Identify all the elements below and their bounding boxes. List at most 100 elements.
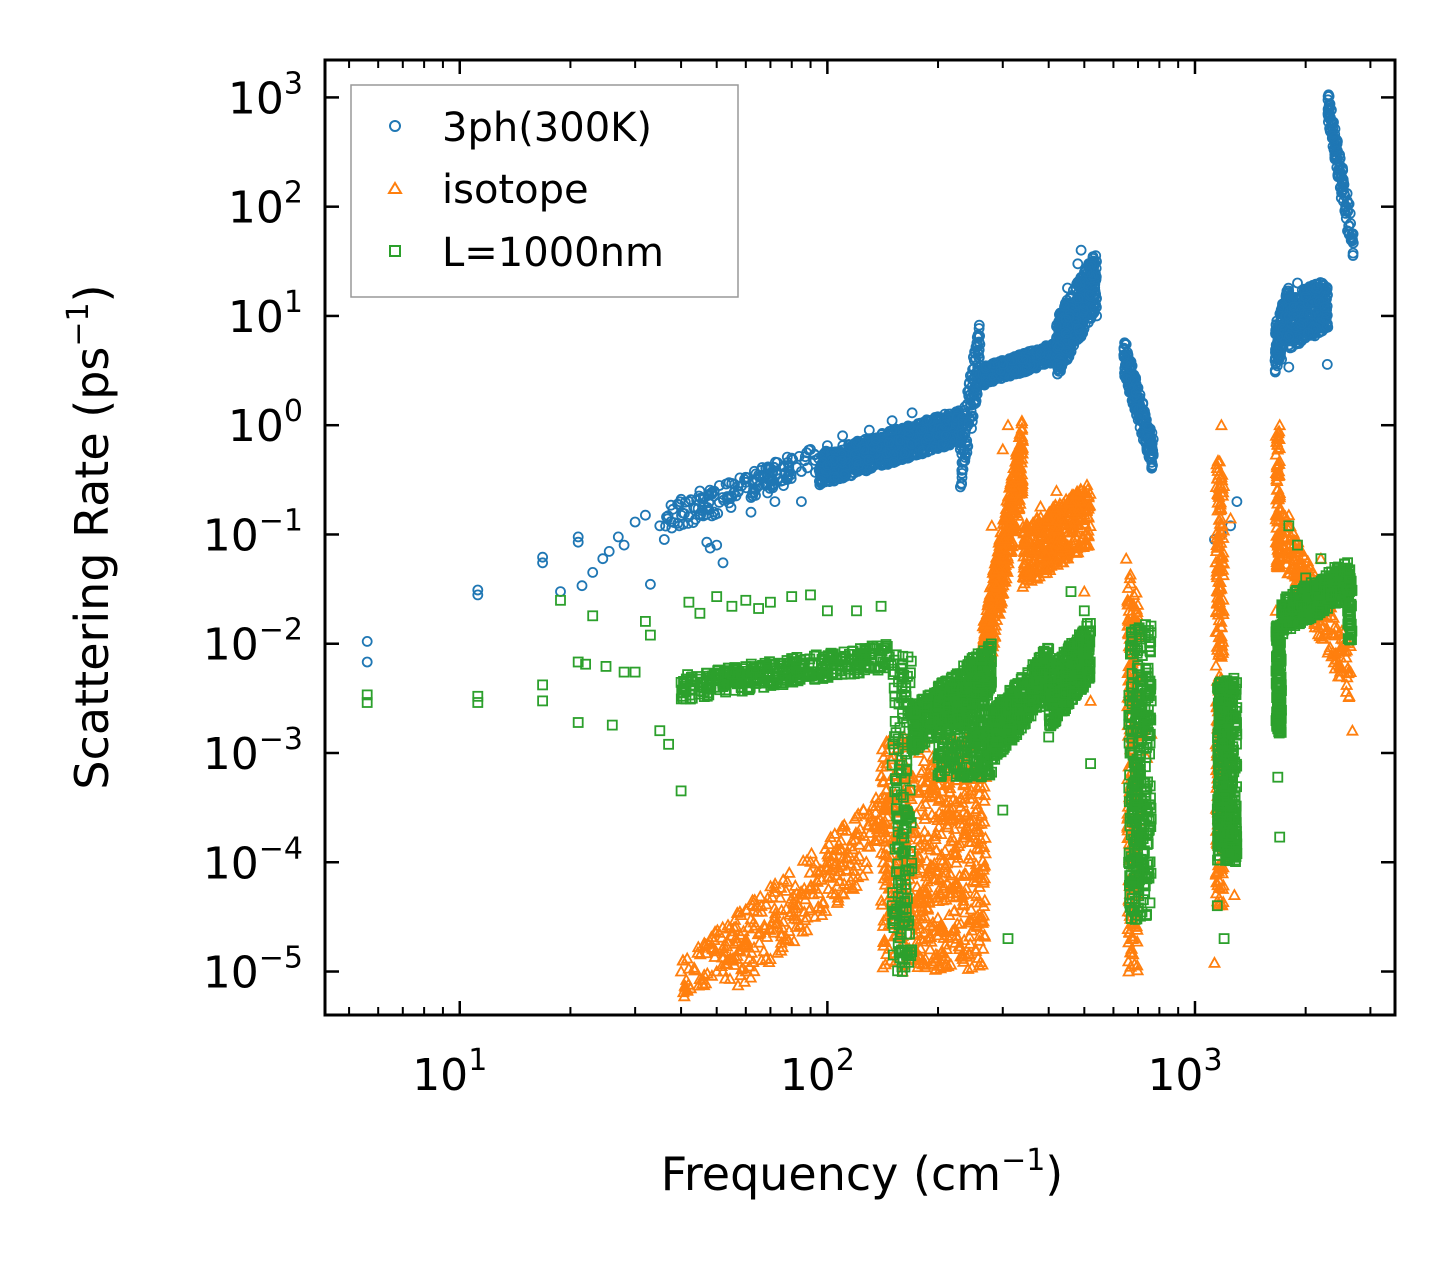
point-3ph-300k- xyxy=(814,475,825,487)
point-3ph-300k- xyxy=(767,465,779,477)
point-3ph-300k- xyxy=(1144,433,1156,445)
point-3ph-300k- xyxy=(926,444,937,456)
point-3ph-300k- xyxy=(955,440,966,452)
point-3ph-300k- xyxy=(1143,434,1154,446)
point-3ph-300k- xyxy=(1072,293,1084,305)
point-3ph-300k- xyxy=(820,466,832,478)
point-3ph-300k- xyxy=(1283,361,1295,373)
point-3ph-300k- xyxy=(767,479,779,491)
point-3ph-300k- xyxy=(1061,294,1073,306)
point-3ph-300k- xyxy=(1133,410,1145,422)
point-3ph-300k- xyxy=(935,423,947,435)
point-3ph-300k- xyxy=(1085,290,1096,302)
point-3ph-300k- xyxy=(720,478,732,490)
point-3ph-300k- xyxy=(956,428,968,440)
point-3ph-300k- xyxy=(858,443,870,455)
point-3ph-300k- xyxy=(956,477,967,489)
point-3ph-300k- xyxy=(872,441,883,453)
point-isotope xyxy=(757,944,771,957)
point-3ph-300k- xyxy=(668,517,680,528)
point-3ph-300k- xyxy=(777,475,789,486)
point-3ph-300k- xyxy=(973,319,985,331)
point-3ph-300k- xyxy=(821,459,833,471)
point-3ph-300k- xyxy=(745,506,757,518)
point-3ph-300k- xyxy=(603,546,615,557)
point-isotope xyxy=(918,824,932,837)
point-3ph-300k- xyxy=(769,496,781,508)
point-3ph-300k- xyxy=(666,522,678,534)
point-3ph-300k- xyxy=(863,454,875,466)
point-3ph-300k- xyxy=(713,496,725,508)
point-3ph-300k- xyxy=(1027,359,1039,371)
point-3ph-300k- xyxy=(888,456,900,468)
point-3ph-300k- xyxy=(587,567,599,578)
point-3ph-300k- xyxy=(1051,358,1063,370)
point-3ph-300k- xyxy=(1071,278,1083,290)
point-3ph-300k- xyxy=(918,446,930,458)
point-3ph-300k- xyxy=(1143,422,1155,434)
point-3ph-300k- xyxy=(1083,289,1094,300)
point-3ph-300k- xyxy=(1060,314,1072,326)
point-3ph-300k- xyxy=(1269,364,1281,376)
point-3ph-300k- xyxy=(890,423,902,435)
point-3ph-300k- xyxy=(721,491,733,502)
point-3ph-300k- xyxy=(747,490,758,502)
point-3ph-300k- xyxy=(957,463,969,475)
point-3ph-300k- xyxy=(695,509,706,521)
point-3ph-300k- xyxy=(1062,334,1074,346)
point-3ph-300k- xyxy=(1059,300,1070,312)
point-3ph-300k- xyxy=(963,385,975,397)
point-isotope xyxy=(753,889,767,902)
point-3ph-300k- xyxy=(813,464,825,476)
point-3ph-300k- xyxy=(1146,462,1158,474)
point-3ph-300k- xyxy=(645,578,656,590)
point-3ph-300k- xyxy=(920,436,932,448)
point-3ph-300k- xyxy=(995,364,1006,376)
point-3ph-300k- xyxy=(687,517,699,528)
point-3ph-300k- xyxy=(836,455,848,467)
point-3ph-300k- xyxy=(1053,341,1065,352)
point-3ph-300k- xyxy=(851,455,862,467)
point-3ph-300k- xyxy=(1292,277,1303,289)
point-3ph-300k- xyxy=(888,449,899,461)
point-3ph-300k- xyxy=(815,459,827,470)
point-3ph-300k- xyxy=(658,534,670,545)
point-3ph-300k- xyxy=(968,388,980,400)
point-3ph-300k- xyxy=(740,482,752,494)
point-3ph-300k- xyxy=(576,580,588,592)
point-3ph-300k- xyxy=(708,485,720,497)
point-3ph-300k- xyxy=(1273,344,1285,355)
point-3ph-300k- xyxy=(906,407,918,419)
point-3ph-300k- xyxy=(537,557,548,569)
point-3ph-300k- xyxy=(1119,337,1130,349)
point-3ph-300k- xyxy=(971,331,983,343)
point-3ph-300k- xyxy=(904,421,915,433)
point-3ph-300k- xyxy=(618,539,630,551)
point-3ph-300k- xyxy=(654,520,666,532)
point-3ph-300k- xyxy=(612,531,624,543)
point-3ph-300k- xyxy=(1082,317,1094,328)
point-3ph-300k- xyxy=(1118,351,1130,363)
point-3ph-300k- xyxy=(915,424,927,435)
point-3ph-300k- xyxy=(640,509,651,521)
point-3ph-300k- xyxy=(361,636,373,647)
point-3ph-300k- xyxy=(1231,496,1243,508)
point-3ph-300k- xyxy=(783,462,795,474)
point-3ph-300k- xyxy=(740,471,752,483)
point-3ph-300k- xyxy=(883,437,895,448)
point-3ph-300k- xyxy=(1136,408,1148,420)
point-3ph-300k- xyxy=(1021,362,1033,374)
point-3ph-300k- xyxy=(679,508,690,519)
point-isotope xyxy=(821,882,836,894)
point-3ph-300k- xyxy=(870,434,881,446)
point-3ph-300k- xyxy=(629,516,641,528)
point-3ph-300k- xyxy=(973,344,985,356)
point-3ph-300k- xyxy=(849,449,861,461)
point-3ph-300k- xyxy=(1147,450,1159,461)
point-3ph-300k- xyxy=(682,518,694,529)
point-3ph-300k- xyxy=(848,461,860,473)
point-3ph-300k- xyxy=(876,427,888,439)
point-3ph-300k- xyxy=(717,557,729,569)
point-3ph-300k- xyxy=(886,415,898,427)
point-3ph-300k- xyxy=(839,469,850,481)
